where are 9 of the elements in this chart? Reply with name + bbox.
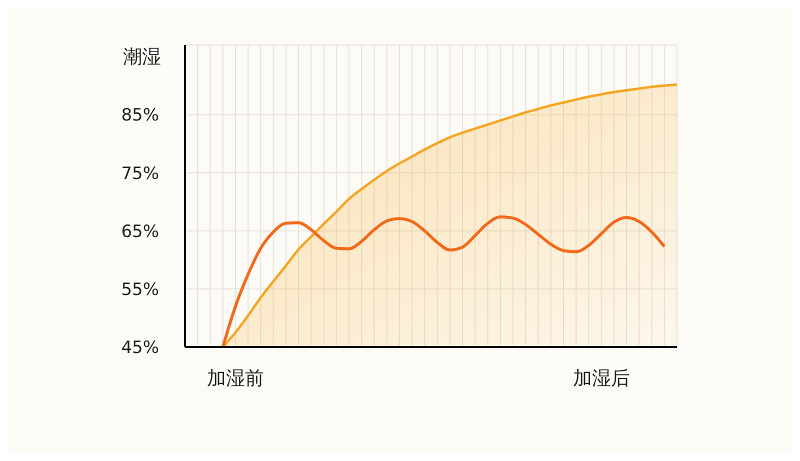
line-series — [221, 215, 666, 347]
y-axis-title: 潮湿 — [123, 45, 161, 70]
x-tick-label: 加湿前 — [206, 367, 264, 390]
y-tick-label: 65% — [121, 222, 159, 242]
x-tick-label: 加湿后 — [572, 367, 630, 390]
y-tick-label: 75% — [121, 164, 159, 184]
y-tick-label: 85% — [121, 106, 159, 126]
y-tick-label: 45% — [121, 338, 159, 358]
y-tick-label: 55% — [121, 280, 159, 300]
